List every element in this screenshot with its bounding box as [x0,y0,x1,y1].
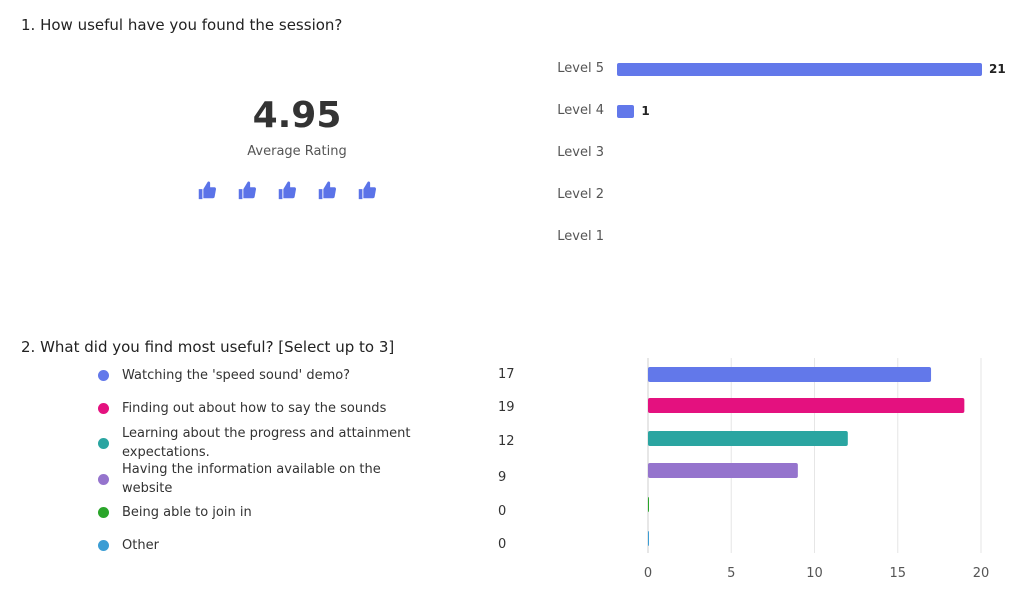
level-label: Level 4 [557,103,604,118]
option-bar [648,398,965,413]
option-color-dot [98,370,109,381]
option-row: Learning about the progress and attainme… [98,424,422,462]
option-row: Watching the 'speed sound' demo? [98,366,452,385]
level-count-label: 21 [989,62,1006,76]
option-count: 19 [498,400,515,415]
level-bar [617,63,982,76]
x-tick-label: 20 [973,566,990,581]
x-tick-label: 15 [889,566,906,581]
thumbs-up-icon [316,178,338,202]
option-label: Having the information available on the … [122,462,381,496]
option-bar [648,367,932,382]
level-label: Level 1 [557,229,604,244]
option-row: Other [98,536,452,555]
level-count-label: 1 [641,104,650,118]
option-label: Being able to join in [122,505,252,520]
option-color-dot [98,507,109,518]
option-row: Being able to join in [98,503,452,522]
thumbs-up-icon [356,178,378,202]
option-color-dot [98,540,109,551]
thumbs-up-icon [276,178,298,202]
option-count: 0 [498,537,507,552]
level-bar [617,105,635,118]
option-color-dot [98,473,109,485]
rating-icons [196,178,378,202]
average-rating-value: 4.95 [252,95,342,136]
option-bar [648,463,798,478]
level-label: Level 2 [557,187,604,202]
option-bar [648,431,848,446]
average-rating-label: Average Rating [247,144,347,159]
option-label: Learning about the progress and attainme… [122,426,411,460]
option-row: Finding out about how to say the sounds [98,399,452,418]
question-1-title: 1. How useful have you found the session… [21,16,343,34]
thumbs-up-icon [236,178,258,202]
question-2-title: 2. What did you find most useful? [Selec… [21,338,395,356]
option-color-dot [98,403,109,414]
option-count: 17 [498,367,515,382]
option-label: Finding out about how to say the sounds [122,401,387,416]
option-color-dot [98,437,109,449]
x-tick-label: 10 [806,566,823,581]
x-tick-label: 0 [644,566,652,581]
option-count: 0 [498,504,507,519]
option-row: Having the information available on the … [98,460,422,498]
option-bar [648,497,649,512]
level-label: Level 5 [557,61,604,76]
option-bar [648,531,649,546]
thumbs-up-icon [196,178,218,202]
x-tick-label: 5 [727,566,735,581]
option-label: Other [122,538,159,553]
level-label: Level 3 [557,145,604,160]
option-count: 12 [498,434,515,449]
option-label: Watching the 'speed sound' demo? [122,368,351,383]
option-count: 9 [498,470,507,485]
